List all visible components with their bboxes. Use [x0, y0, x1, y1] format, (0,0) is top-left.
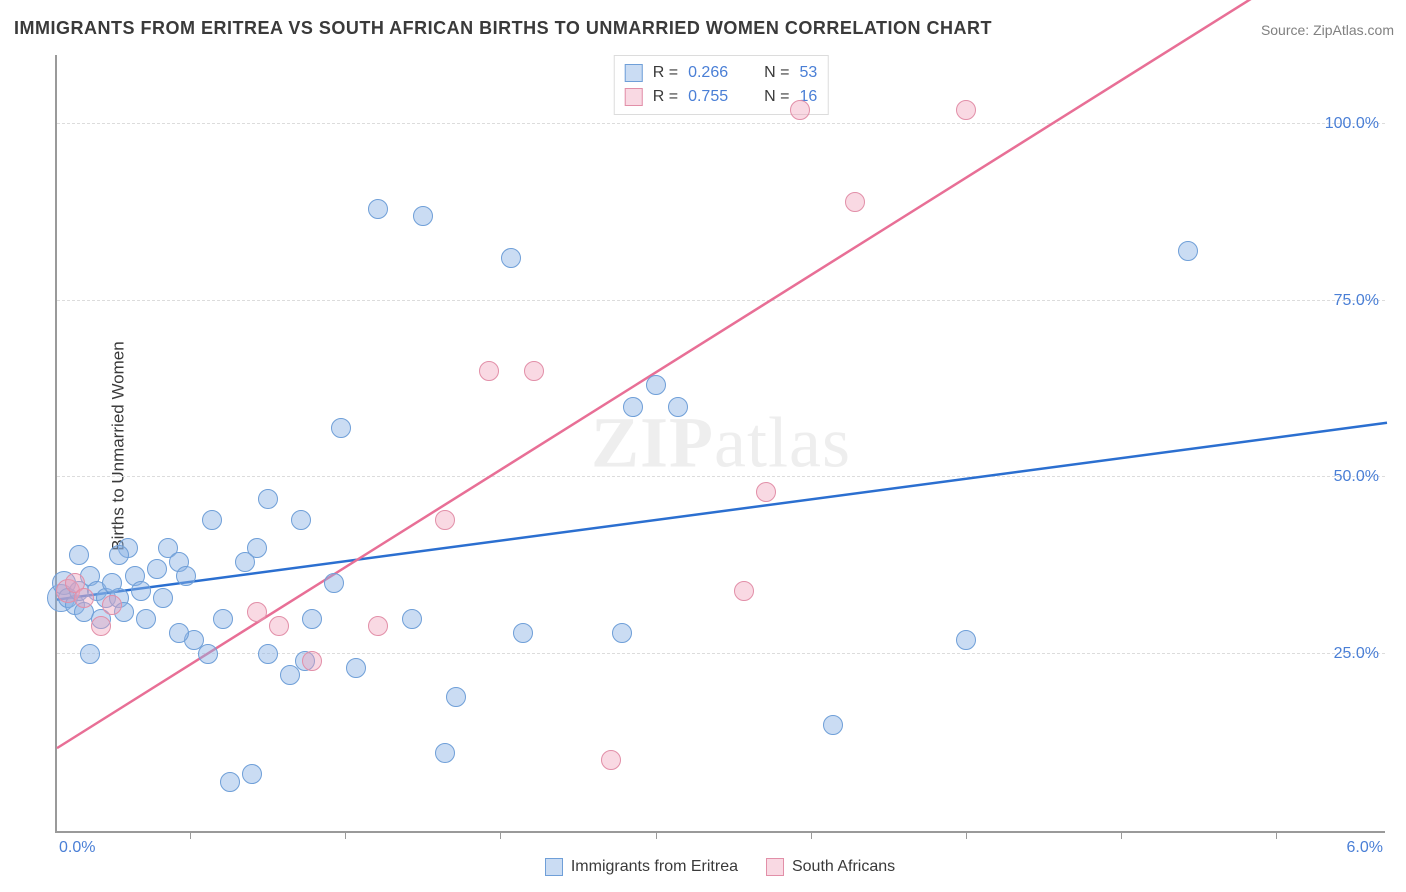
data-point-eritrea — [623, 397, 643, 417]
gridline — [57, 653, 1385, 654]
data-point-eritrea — [346, 658, 366, 678]
x-tick — [1276, 831, 1277, 839]
data-point-eritrea — [446, 687, 466, 707]
y-tick-label: 25.0% — [1334, 645, 1379, 663]
data-point-eritrea — [368, 199, 388, 219]
data-point-south_africans — [956, 100, 976, 120]
data-point-eritrea — [147, 559, 167, 579]
data-point-eritrea — [69, 545, 89, 565]
data-point-eritrea — [612, 623, 632, 643]
data-point-south_africans — [756, 482, 776, 502]
data-point-eritrea — [413, 206, 433, 226]
data-point-eritrea — [169, 623, 189, 643]
data-point-eritrea — [235, 552, 255, 572]
data-point-eritrea — [668, 397, 688, 417]
x-tick — [966, 831, 967, 839]
data-point-south_africans — [74, 588, 94, 608]
data-point-south_africans — [479, 361, 499, 381]
data-point-eritrea — [153, 588, 173, 608]
data-point-south_africans — [435, 510, 455, 530]
source-label: Source: ZipAtlas.com — [1261, 22, 1394, 38]
gridline — [57, 300, 1385, 301]
data-point-eritrea — [331, 418, 351, 438]
trend-line-eritrea — [57, 423, 1387, 600]
legend-r-label: R = — [653, 64, 678, 82]
legend-n-value: 53 — [799, 64, 817, 82]
data-point-south_africans — [368, 616, 388, 636]
legend-swatch — [625, 64, 643, 82]
chart-container: IMMIGRANTS FROM ERITREA VS SOUTH AFRICAN… — [0, 0, 1406, 892]
data-point-eritrea — [198, 644, 218, 664]
y-tick-label: 100.0% — [1325, 115, 1379, 133]
legend-r-value: 0.755 — [688, 88, 728, 106]
data-point-eritrea — [646, 375, 666, 395]
gridline — [57, 476, 1385, 477]
legend-r-value: 0.266 — [688, 64, 728, 82]
chart-title: IMMIGRANTS FROM ERITREA VS SOUTH AFRICAN… — [14, 18, 992, 39]
legend-series-label: Immigrants from Eritrea — [571, 858, 738, 876]
data-point-eritrea — [136, 609, 156, 629]
trend-lines — [57, 55, 1387, 833]
legend-r-label: R = — [653, 88, 678, 106]
data-point-south_africans — [269, 616, 289, 636]
data-point-eritrea — [1178, 241, 1198, 261]
plot-area: ZIPatlas 0.0% 6.0% R =0.266N =53R =0.755… — [55, 55, 1385, 833]
legend-series-label: South Africans — [792, 858, 895, 876]
x-tick — [190, 831, 191, 839]
legend-series: Immigrants from Eritrea South Africans — [55, 858, 1385, 881]
legend-swatch — [766, 858, 784, 876]
data-point-eritrea — [280, 665, 300, 685]
data-point-south_africans — [91, 616, 111, 636]
watermark-thin: atlas — [714, 403, 851, 483]
data-point-eritrea — [242, 764, 262, 784]
data-point-eritrea — [202, 510, 222, 530]
x-min-label: 0.0% — [59, 839, 95, 857]
data-point-south_africans — [524, 361, 544, 381]
data-point-eritrea — [258, 644, 278, 664]
legend-series-item: Immigrants from Eritrea — [545, 858, 738, 876]
data-point-eritrea — [324, 573, 344, 593]
x-tick — [656, 831, 657, 839]
legend-n-label: N = — [764, 88, 789, 106]
data-point-eritrea — [176, 566, 196, 586]
data-point-eritrea — [220, 772, 240, 792]
legend-swatch — [545, 858, 563, 876]
data-point-south_africans — [790, 100, 810, 120]
data-point-eritrea — [302, 609, 322, 629]
legend-stats-row: R = 0.266 N = 53 — [625, 61, 818, 85]
x-tick — [1121, 831, 1122, 839]
data-point-eritrea — [513, 623, 533, 643]
data-point-south_africans — [734, 581, 754, 601]
legend-stats-row: R =0.755N =16 — [625, 85, 818, 109]
gridline — [57, 123, 1385, 124]
data-point-eritrea — [402, 609, 422, 629]
data-point-eritrea — [131, 581, 151, 601]
y-tick-label: 50.0% — [1334, 468, 1379, 486]
x-tick — [345, 831, 346, 839]
x-max-label: 6.0% — [1347, 839, 1383, 857]
data-point-eritrea — [213, 609, 233, 629]
data-point-eritrea — [109, 545, 129, 565]
data-point-eritrea — [291, 510, 311, 530]
data-point-eritrea — [956, 630, 976, 650]
data-point-south_africans — [601, 750, 621, 770]
x-tick — [500, 831, 501, 839]
data-point-south_africans — [302, 651, 322, 671]
data-point-eritrea — [501, 248, 521, 268]
y-tick-label: 75.0% — [1334, 292, 1379, 310]
legend-swatch — [625, 88, 643, 106]
data-point-south_africans — [102, 595, 122, 615]
x-tick — [811, 831, 812, 839]
data-point-eritrea — [823, 715, 843, 735]
watermark-bold: ZIP — [591, 403, 714, 483]
legend-n-label: N = — [764, 64, 789, 82]
data-point-eritrea — [435, 743, 455, 763]
data-point-eritrea — [80, 644, 100, 664]
data-point-eritrea — [258, 489, 278, 509]
data-point-south_africans — [845, 192, 865, 212]
legend-series-item: South Africans — [766, 858, 895, 876]
data-point-south_africans — [247, 602, 267, 622]
